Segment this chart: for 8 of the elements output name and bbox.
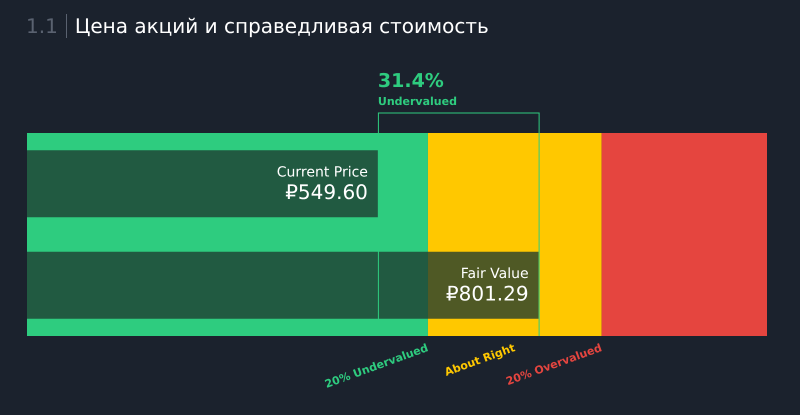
data-label: ₽801.29 bbox=[446, 281, 529, 306]
data-label: ₽549.60 bbox=[285, 180, 368, 204]
text: Undervalued bbox=[378, 95, 457, 108]
text: 1.1 bbox=[26, 14, 67, 38]
chart-title: Цена акций и справедливая стоимость bbox=[74, 14, 489, 38]
y-tick-label: Fair Value bbox=[460, 266, 529, 282]
y-tick-label: Current Price bbox=[276, 164, 368, 180]
text: 31.4% bbox=[378, 70, 444, 92]
